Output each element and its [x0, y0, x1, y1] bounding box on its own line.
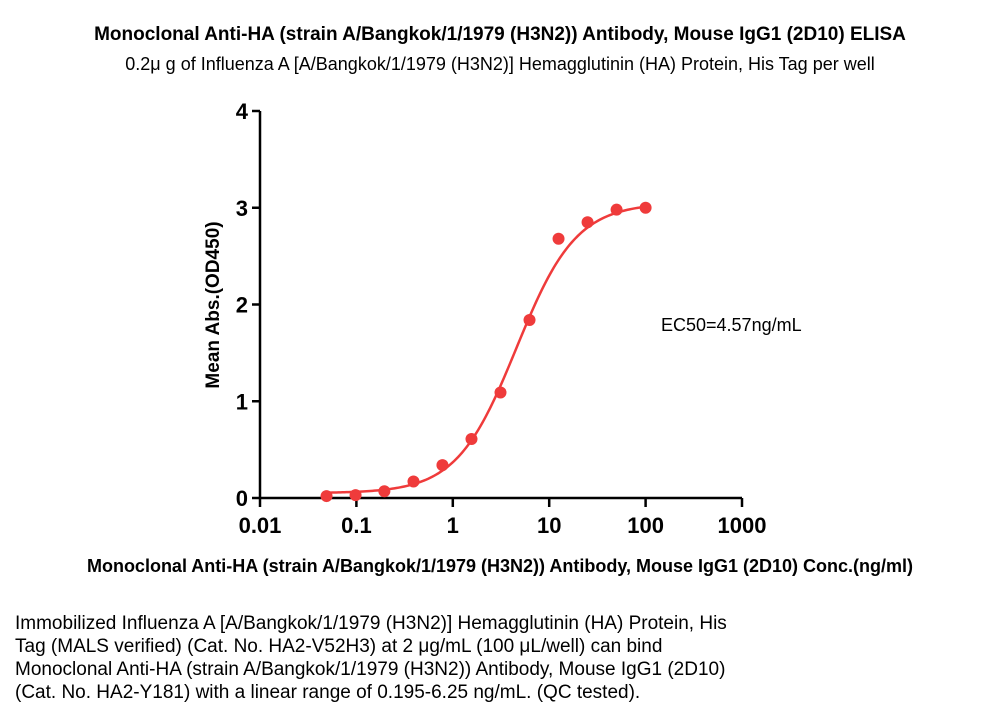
data-point — [436, 459, 449, 472]
data-point — [581, 216, 594, 229]
y-tick-label: 1 — [236, 389, 248, 414]
caption-line: Immobilized Influenza A [A/Bangkok/1/197… — [15, 613, 727, 634]
x-axis-label: Monoclonal Anti-HA (strain A/Bangkok/1/1… — [86, 556, 914, 576]
data-point — [465, 432, 478, 445]
caption-line: (Cat. No. HA2-Y181) with a linear range … — [15, 682, 641, 703]
x-tick-label: 10 — [537, 513, 561, 538]
data-point — [349, 489, 362, 502]
data-point — [552, 232, 565, 245]
y-tick-label: 0 — [236, 486, 248, 511]
chart-title: Monoclonal Anti-HA (strain A/Bangkok/1/1… — [94, 24, 906, 45]
x-tick-label: 1000 — [718, 513, 767, 538]
x-tick-label: 100 — [627, 513, 664, 538]
chart-subtitle: 0.2μ g of Influenza A [A/Bangkok/1/1979 … — [125, 54, 875, 74]
data-point — [639, 201, 652, 214]
data-point — [378, 485, 391, 498]
x-tick-label: 0.01 — [239, 513, 282, 538]
ec50-annotation: EC50=4.57ng/mL — [661, 315, 802, 335]
x-tick-label: 1 — [447, 513, 459, 538]
data-points-group — [320, 201, 652, 503]
y-axis-label: Mean Abs.(OD450) — [203, 221, 224, 388]
fit-curve-group — [326, 205, 646, 494]
data-point — [523, 313, 536, 326]
data-point — [407, 475, 420, 488]
data-point — [610, 203, 623, 216]
data-point — [320, 490, 333, 503]
caption-line: Tag (MALS verified) (Cat. No. HA2-V52H3)… — [15, 636, 663, 657]
y-tick-label: 2 — [236, 293, 248, 318]
y-tick-label: 4 — [236, 99, 249, 124]
caption: Immobilized Influenza A [A/Bangkok/1/197… — [15, 612, 990, 704]
fit-curve — [326, 205, 646, 494]
x-tick-label: 0.1 — [341, 513, 372, 538]
caption-line: Monoclonal Anti-HA (strain A/Bangkok/1/1… — [15, 659, 726, 680]
data-point — [494, 386, 507, 399]
y-tick-label: 3 — [236, 196, 248, 221]
